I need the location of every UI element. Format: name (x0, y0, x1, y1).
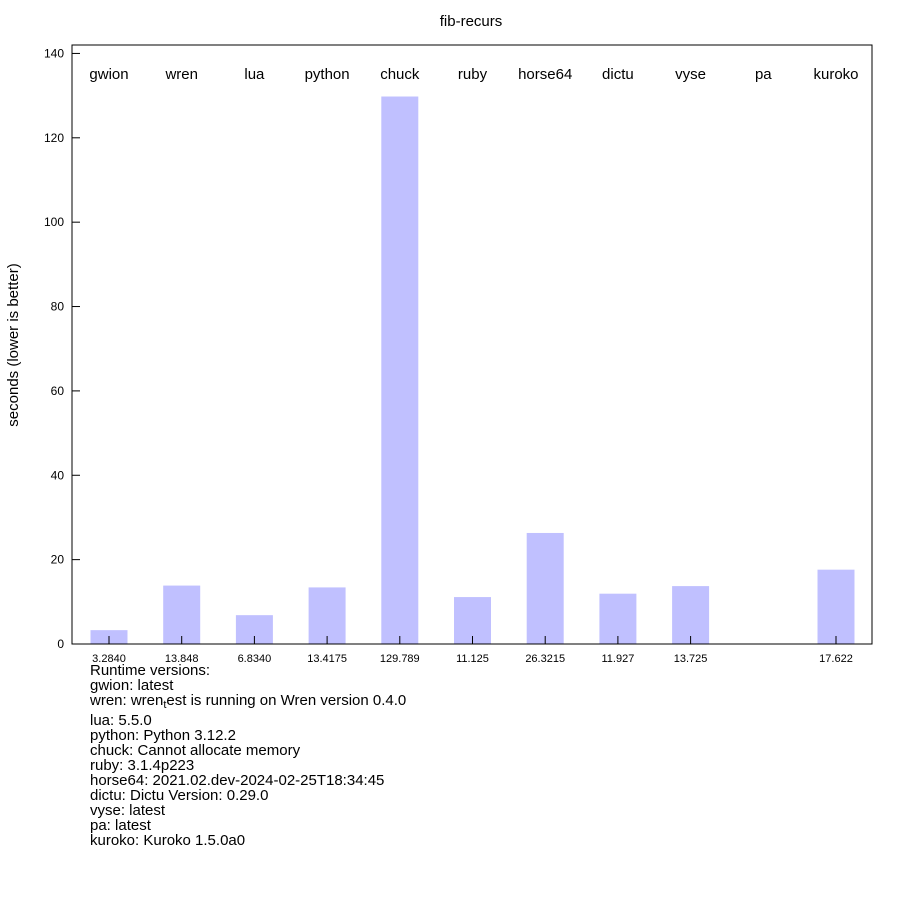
runtime-versions-heading: Runtime versions: (90, 662, 211, 679)
version-line-ruby: ruby: 3.1.4p223 (90, 757, 195, 774)
category-label-lua: lua (244, 66, 265, 83)
version-line-wren-prefix: wren: wren (90, 692, 164, 709)
y-tick-label-5: 100 (44, 215, 64, 229)
value-label-vyse: 13.725 (674, 653, 708, 665)
category-label-wren: wren (164, 66, 198, 83)
chart-title: fib-recurs (440, 13, 503, 30)
version-line-chuck: chuck: Cannot allocate memory (90, 742, 301, 759)
category-label-chuck: chuck (380, 66, 420, 83)
version-line-wren-subscript: t (163, 699, 167, 711)
y-tick-label-1: 20 (51, 553, 65, 567)
category-labels: gwion wren lua python chuck ruby horse64 dictu v… (89, 66, 858, 83)
version-line-pa: pa: latest (90, 817, 151, 834)
bar-chart: fib-recurs seconds (lower is better) 0 20… (5, 13, 873, 665)
y-axis-label: seconds (lower is better) (5, 263, 22, 426)
bar-wren (163, 585, 201, 644)
version-line-lua: lua: 5.5.0 (90, 712, 152, 729)
category-label-python: python (305, 66, 350, 83)
bar-vyse (672, 586, 710, 644)
category-label-ruby: ruby (458, 66, 488, 83)
bar-chuck (381, 96, 419, 645)
y-tick-label-0: 0 (57, 637, 64, 651)
plot-frame (71, 44, 873, 645)
y-tick-label-4: 80 (51, 300, 65, 314)
value-labels: 3.2840 13.848 6.8340 13.4175 129.789 11.125 26… (92, 653, 853, 665)
y-tick-label-6: 120 (44, 131, 64, 145)
category-label-gwion: gwion (89, 66, 128, 83)
bar-python (308, 587, 346, 644)
version-line-kuroko: kuroko: Kuroko 1.5.0a0 (90, 832, 246, 849)
value-label-gwion: 3.2840 (92, 653, 126, 665)
category-label-dictu: dictu (602, 66, 634, 83)
value-label-kuroko: 17.622 (819, 653, 853, 665)
y-axis-ticks: 0 20 40 60 80 100 120 140 (44, 46, 80, 651)
category-label-vyse: vyse (675, 66, 706, 83)
value-label-dictu: 11.927 (601, 653, 634, 665)
version-line-wren: wren: wrentest is running on Wren versio… (90, 693, 406, 713)
y-tick-label-7: 140 (44, 46, 64, 60)
value-label-python: 13.4175 (307, 653, 347, 665)
bar-dictu (599, 593, 637, 644)
category-label-horse64: horse64 (518, 66, 572, 83)
bars (90, 96, 855, 645)
y-tick-label-3: 60 (51, 384, 65, 398)
runtime-versions: Runtime versions: gwion: latest wren: wr… (90, 663, 406, 848)
value-label-wren: 13.848 (165, 653, 199, 665)
version-line-horse64: horse64: 2021.02.dev-2024-02-25T18:34:45 (90, 772, 385, 789)
value-label-chuck: 129.789 (380, 653, 420, 665)
category-label-pa: pa (755, 66, 772, 83)
version-line-vyse: vyse: latest (90, 802, 166, 819)
category-label-kuroko: kuroko (813, 66, 858, 83)
version-line-wren-rest: est is running on Wren version 0.4.0 (166, 692, 407, 709)
version-line-gwion: gwion: latest (90, 677, 174, 694)
value-label-lua: 6.8340 (238, 653, 272, 665)
value-label-ruby: 11.125 (456, 653, 489, 665)
y-tick-label-2: 40 (51, 468, 65, 482)
version-line-python: python: Python 3.12.2 (90, 727, 236, 744)
version-line-dictu: dictu: Dictu Version: 0.29.0 (90, 787, 269, 804)
bar-horse64 (526, 532, 564, 644)
value-label-horse64: 26.3215 (525, 653, 565, 665)
bar-kuroko (817, 569, 855, 644)
